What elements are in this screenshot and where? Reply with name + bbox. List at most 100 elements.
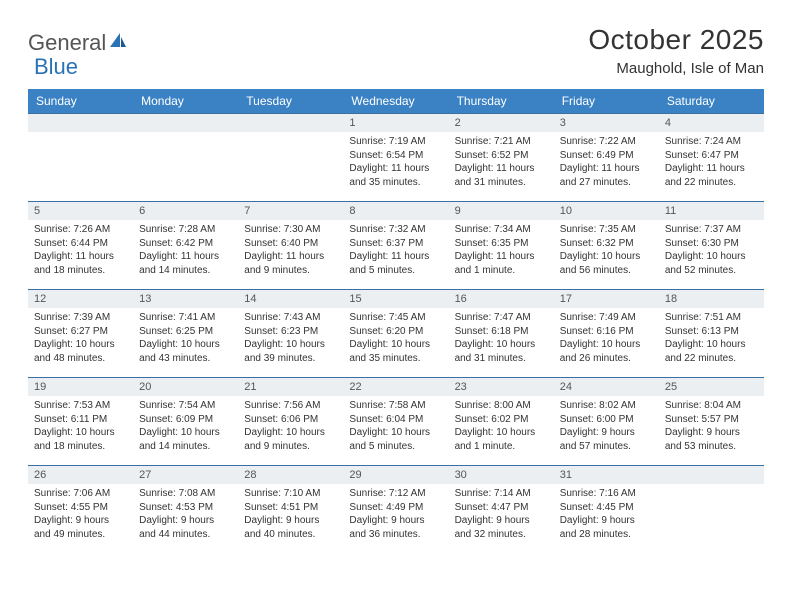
sunset-line: Sunset: 6:09 PM	[139, 413, 232, 427]
day-number: 7	[238, 202, 343, 220]
daylight-line: Daylight: 9 hours and 40 minutes.	[244, 514, 337, 541]
day-cell: 18Sunrise: 7:51 AMSunset: 6:13 PMDayligh…	[659, 290, 764, 378]
day-details: Sunrise: 7:35 AMSunset: 6:32 PMDaylight:…	[554, 220, 659, 281]
sunrise-line: Sunrise: 7:24 AM	[665, 135, 758, 149]
day-details: Sunrise: 7:26 AMSunset: 6:44 PMDaylight:…	[28, 220, 133, 281]
location-label: Maughold, Isle of Man	[588, 60, 764, 77]
sunrise-line: Sunrise: 7:37 AM	[665, 223, 758, 237]
day-number: 27	[133, 466, 238, 484]
sunset-line: Sunset: 6:49 PM	[560, 149, 653, 163]
daylight-line: Daylight: 9 hours and 36 minutes.	[349, 514, 442, 541]
day-details: Sunrise: 7:14 AMSunset: 4:47 PMDaylight:…	[449, 484, 554, 545]
day-cell: 3Sunrise: 7:22 AMSunset: 6:49 PMDaylight…	[554, 114, 659, 202]
day-cell	[133, 114, 238, 202]
day-number: 3	[554, 114, 659, 132]
day-cell: 7Sunrise: 7:30 AMSunset: 6:40 PMDaylight…	[238, 202, 343, 290]
sunrise-line: Sunrise: 7:45 AM	[349, 311, 442, 325]
day-cell: 2Sunrise: 7:21 AMSunset: 6:52 PMDaylight…	[449, 114, 554, 202]
day-cell: 26Sunrise: 7:06 AMSunset: 4:55 PMDayligh…	[28, 466, 133, 554]
day-details: Sunrise: 7:30 AMSunset: 6:40 PMDaylight:…	[238, 220, 343, 281]
daylight-line: Daylight: 10 hours and 9 minutes.	[244, 426, 337, 453]
daylight-line: Daylight: 11 hours and 14 minutes.	[139, 250, 232, 277]
day-number: 15	[343, 290, 448, 308]
day-number: 8	[343, 202, 448, 220]
sunrise-line: Sunrise: 7:58 AM	[349, 399, 442, 413]
day-number: 20	[133, 378, 238, 396]
sunrise-line: Sunrise: 7:34 AM	[455, 223, 548, 237]
daylight-line: Daylight: 10 hours and 22 minutes.	[665, 338, 758, 365]
day-details: Sunrise: 7:08 AMSunset: 4:53 PMDaylight:…	[133, 484, 238, 545]
day-cell: 6Sunrise: 7:28 AMSunset: 6:42 PMDaylight…	[133, 202, 238, 290]
sunrise-line: Sunrise: 7:26 AM	[34, 223, 127, 237]
daylight-line: Daylight: 10 hours and 35 minutes.	[349, 338, 442, 365]
daylight-line: Daylight: 9 hours and 49 minutes.	[34, 514, 127, 541]
page-title: October 2025	[588, 24, 764, 56]
day-cell: 31Sunrise: 7:16 AMSunset: 4:45 PMDayligh…	[554, 466, 659, 554]
day-cell: 4Sunrise: 7:24 AMSunset: 6:47 PMDaylight…	[659, 114, 764, 202]
day-details: Sunrise: 7:56 AMSunset: 6:06 PMDaylight:…	[238, 396, 343, 457]
sunrise-line: Sunrise: 7:39 AM	[34, 311, 127, 325]
day-details: Sunrise: 7:32 AMSunset: 6:37 PMDaylight:…	[343, 220, 448, 281]
sunrise-line: Sunrise: 7:08 AM	[139, 487, 232, 501]
sunrise-line: Sunrise: 7:43 AM	[244, 311, 337, 325]
day-details: Sunrise: 7:34 AMSunset: 6:35 PMDaylight:…	[449, 220, 554, 281]
day-cell: 25Sunrise: 8:04 AMSunset: 5:57 PMDayligh…	[659, 378, 764, 466]
daylight-line: Daylight: 9 hours and 32 minutes.	[455, 514, 548, 541]
daylight-line: Daylight: 10 hours and 1 minute.	[455, 426, 548, 453]
dayhead-thu: Thursday	[449, 89, 554, 114]
day-details: Sunrise: 8:02 AMSunset: 6:00 PMDaylight:…	[554, 396, 659, 457]
sunset-line: Sunset: 6:54 PM	[349, 149, 442, 163]
day-details: Sunrise: 7:22 AMSunset: 6:49 PMDaylight:…	[554, 132, 659, 193]
day-details: Sunrise: 7:16 AMSunset: 4:45 PMDaylight:…	[554, 484, 659, 545]
dayhead-sun: Sunday	[28, 89, 133, 114]
day-cell: 8Sunrise: 7:32 AMSunset: 6:37 PMDaylight…	[343, 202, 448, 290]
day-number: 21	[238, 378, 343, 396]
day-cell: 17Sunrise: 7:49 AMSunset: 6:16 PMDayligh…	[554, 290, 659, 378]
day-details: Sunrise: 8:04 AMSunset: 5:57 PMDaylight:…	[659, 396, 764, 457]
daylight-line: Daylight: 10 hours and 31 minutes.	[455, 338, 548, 365]
sunset-line: Sunset: 6:27 PM	[34, 325, 127, 339]
day-number: 2	[449, 114, 554, 132]
sunset-line: Sunset: 6:52 PM	[455, 149, 548, 163]
calendar-table: Sunday Monday Tuesday Wednesday Thursday…	[28, 89, 764, 554]
day-number: 12	[28, 290, 133, 308]
day-number: 1	[343, 114, 448, 132]
daylight-line: Daylight: 10 hours and 39 minutes.	[244, 338, 337, 365]
day-number	[238, 114, 343, 132]
sunset-line: Sunset: 6:42 PM	[139, 237, 232, 251]
sunrise-line: Sunrise: 8:02 AM	[560, 399, 653, 413]
day-number: 25	[659, 378, 764, 396]
day-number: 9	[449, 202, 554, 220]
sunrise-line: Sunrise: 7:16 AM	[560, 487, 653, 501]
day-details: Sunrise: 7:43 AMSunset: 6:23 PMDaylight:…	[238, 308, 343, 369]
sunset-line: Sunset: 6:11 PM	[34, 413, 127, 427]
sunset-line: Sunset: 6:44 PM	[34, 237, 127, 251]
daylight-line: Daylight: 11 hours and 22 minutes.	[665, 162, 758, 189]
daylight-line: Daylight: 10 hours and 5 minutes.	[349, 426, 442, 453]
daylight-line: Daylight: 11 hours and 31 minutes.	[455, 162, 548, 189]
day-details: Sunrise: 7:10 AMSunset: 4:51 PMDaylight:…	[238, 484, 343, 545]
day-number: 31	[554, 466, 659, 484]
day-cell: 9Sunrise: 7:34 AMSunset: 6:35 PMDaylight…	[449, 202, 554, 290]
day-details: Sunrise: 7:39 AMSunset: 6:27 PMDaylight:…	[28, 308, 133, 369]
sunrise-line: Sunrise: 7:53 AM	[34, 399, 127, 413]
day-cell: 13Sunrise: 7:41 AMSunset: 6:25 PMDayligh…	[133, 290, 238, 378]
sail-icon	[108, 31, 128, 56]
day-header-row: Sunday Monday Tuesday Wednesday Thursday…	[28, 89, 764, 114]
day-details: Sunrise: 7:45 AMSunset: 6:20 PMDaylight:…	[343, 308, 448, 369]
day-details: Sunrise: 8:00 AMSunset: 6:02 PMDaylight:…	[449, 396, 554, 457]
day-details: Sunrise: 7:49 AMSunset: 6:16 PMDaylight:…	[554, 308, 659, 369]
day-details: Sunrise: 7:37 AMSunset: 6:30 PMDaylight:…	[659, 220, 764, 281]
sunset-line: Sunset: 4:51 PM	[244, 501, 337, 515]
title-block: October 2025 Maughold, Isle of Man	[588, 24, 764, 77]
daylight-line: Daylight: 10 hours and 26 minutes.	[560, 338, 653, 365]
daylight-line: Daylight: 10 hours and 18 minutes.	[34, 426, 127, 453]
day-number	[659, 466, 764, 484]
sunrise-line: Sunrise: 8:00 AM	[455, 399, 548, 413]
sunrise-line: Sunrise: 7:54 AM	[139, 399, 232, 413]
day-cell: 14Sunrise: 7:43 AMSunset: 6:23 PMDayligh…	[238, 290, 343, 378]
sunrise-line: Sunrise: 7:19 AM	[349, 135, 442, 149]
day-cell: 29Sunrise: 7:12 AMSunset: 4:49 PMDayligh…	[343, 466, 448, 554]
week-row: 26Sunrise: 7:06 AMSunset: 4:55 PMDayligh…	[28, 466, 764, 554]
daylight-line: Daylight: 10 hours and 56 minutes.	[560, 250, 653, 277]
